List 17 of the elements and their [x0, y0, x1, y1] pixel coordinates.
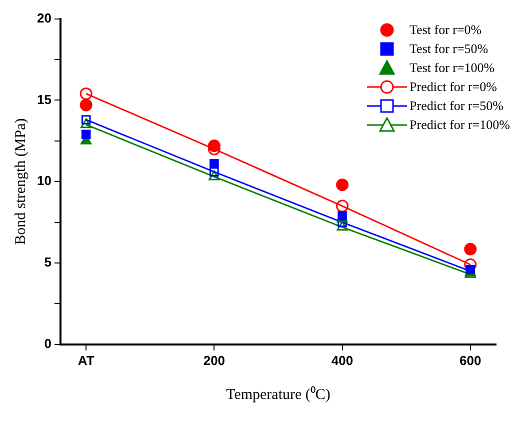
- y-tick-label: 10: [36, 173, 52, 188]
- legend-label: Predict for r=50%: [410, 98, 504, 114]
- y-tick-label: 15: [36, 92, 52, 107]
- legend-label: Predict for r=100%: [410, 116, 510, 132]
- x-tick-label: 200: [203, 352, 226, 368]
- legend-label: Test for r=50%: [410, 40, 488, 56]
- legend-label: Test for r=100%: [410, 60, 495, 76]
- y-tick-label: 0: [44, 336, 52, 351]
- x-tick-label: 400: [331, 352, 354, 368]
- x-tick-label: 600: [460, 352, 482, 368]
- legend-label: Test for r=0%: [410, 22, 482, 38]
- legend-label: Predict for r=0%: [410, 78, 497, 94]
- x-axis-title: Temperature (⁰C): [226, 386, 330, 403]
- y-tick-label: 20: [36, 10, 52, 26]
- y-axis-title: Bond strength (MPa): [12, 118, 29, 245]
- x-tick-label: AT: [78, 352, 94, 368]
- y-tick-label: 5: [44, 254, 52, 270]
